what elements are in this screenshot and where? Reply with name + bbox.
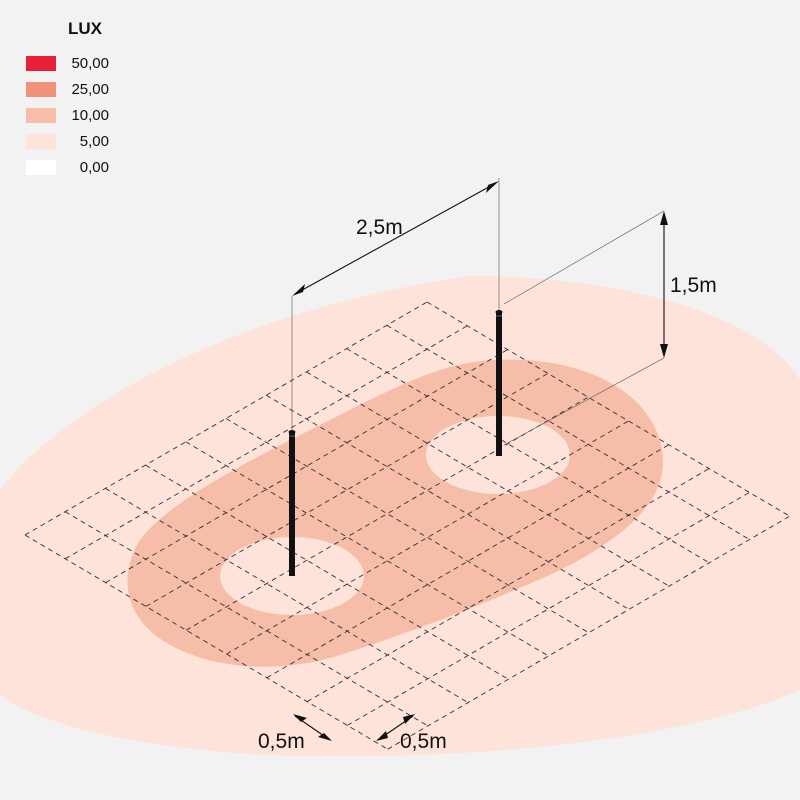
- legend-swatch: [26, 81, 56, 97]
- legend-row: 0,00: [26, 154, 136, 180]
- grid-line: [105, 349, 508, 583]
- grid-line: [24, 534, 388, 750]
- grid-line: [185, 441, 549, 657]
- pole-height-label: 1,5m: [670, 274, 717, 297]
- grid-line: [24, 301, 428, 536]
- grid-line: [426, 301, 790, 517]
- grid-line: [306, 371, 670, 587]
- legend-row: 25,00: [26, 76, 136, 102]
- legend-swatch: [26, 133, 56, 149]
- legend-swatch: [26, 107, 56, 123]
- grid-line: [105, 488, 469, 703]
- grid-cell-label: 0,5m: [258, 730, 305, 753]
- legend-row: 5,00: [26, 128, 136, 154]
- grid-line: [145, 464, 509, 680]
- grid-line: [306, 468, 710, 702]
- pole-height-dimension: [503, 210, 668, 446]
- grid-line: [347, 492, 750, 726]
- grid-cell-dimension: [293, 714, 415, 741]
- legend-swatch: [26, 159, 56, 175]
- grid-line: [65, 325, 468, 560]
- legend-value: 10,00: [71, 106, 109, 124]
- grid-line: [226, 420, 629, 655]
- grid-line: [387, 515, 790, 750]
- legend-value: 50,00: [71, 54, 109, 72]
- grid-line: [185, 396, 589, 631]
- legend-row: 50,00: [26, 50, 136, 76]
- legend-swatch: [26, 55, 56, 71]
- legend-row: 10,00: [26, 102, 136, 128]
- legend-value: 25,00: [71, 80, 109, 98]
- grid-line: [64, 511, 429, 727]
- grid-line: [266, 444, 670, 679]
- grid-line: [265, 394, 630, 610]
- grid-line: [346, 348, 710, 564]
- legend-value: 5,00: [79, 132, 109, 150]
- grid-line: [225, 418, 589, 634]
- light-pole: [495, 310, 503, 456]
- grid-line: [145, 373, 549, 607]
- grid-line: [386, 324, 750, 540]
- pole-spacing-label: 2,5m: [356, 216, 403, 239]
- ground-grid: [24, 301, 790, 750]
- light-pole: [288, 430, 296, 576]
- pole-spacing-dimension: [291, 178, 500, 430]
- grid-cell-label: 0,5m: [400, 730, 447, 753]
- lux-legend: LUX 50,00 25,00 10,00 5,00 0,00: [26, 18, 136, 180]
- legend-title: LUX: [68, 19, 102, 38]
- legend-value: 0,00: [79, 158, 109, 176]
